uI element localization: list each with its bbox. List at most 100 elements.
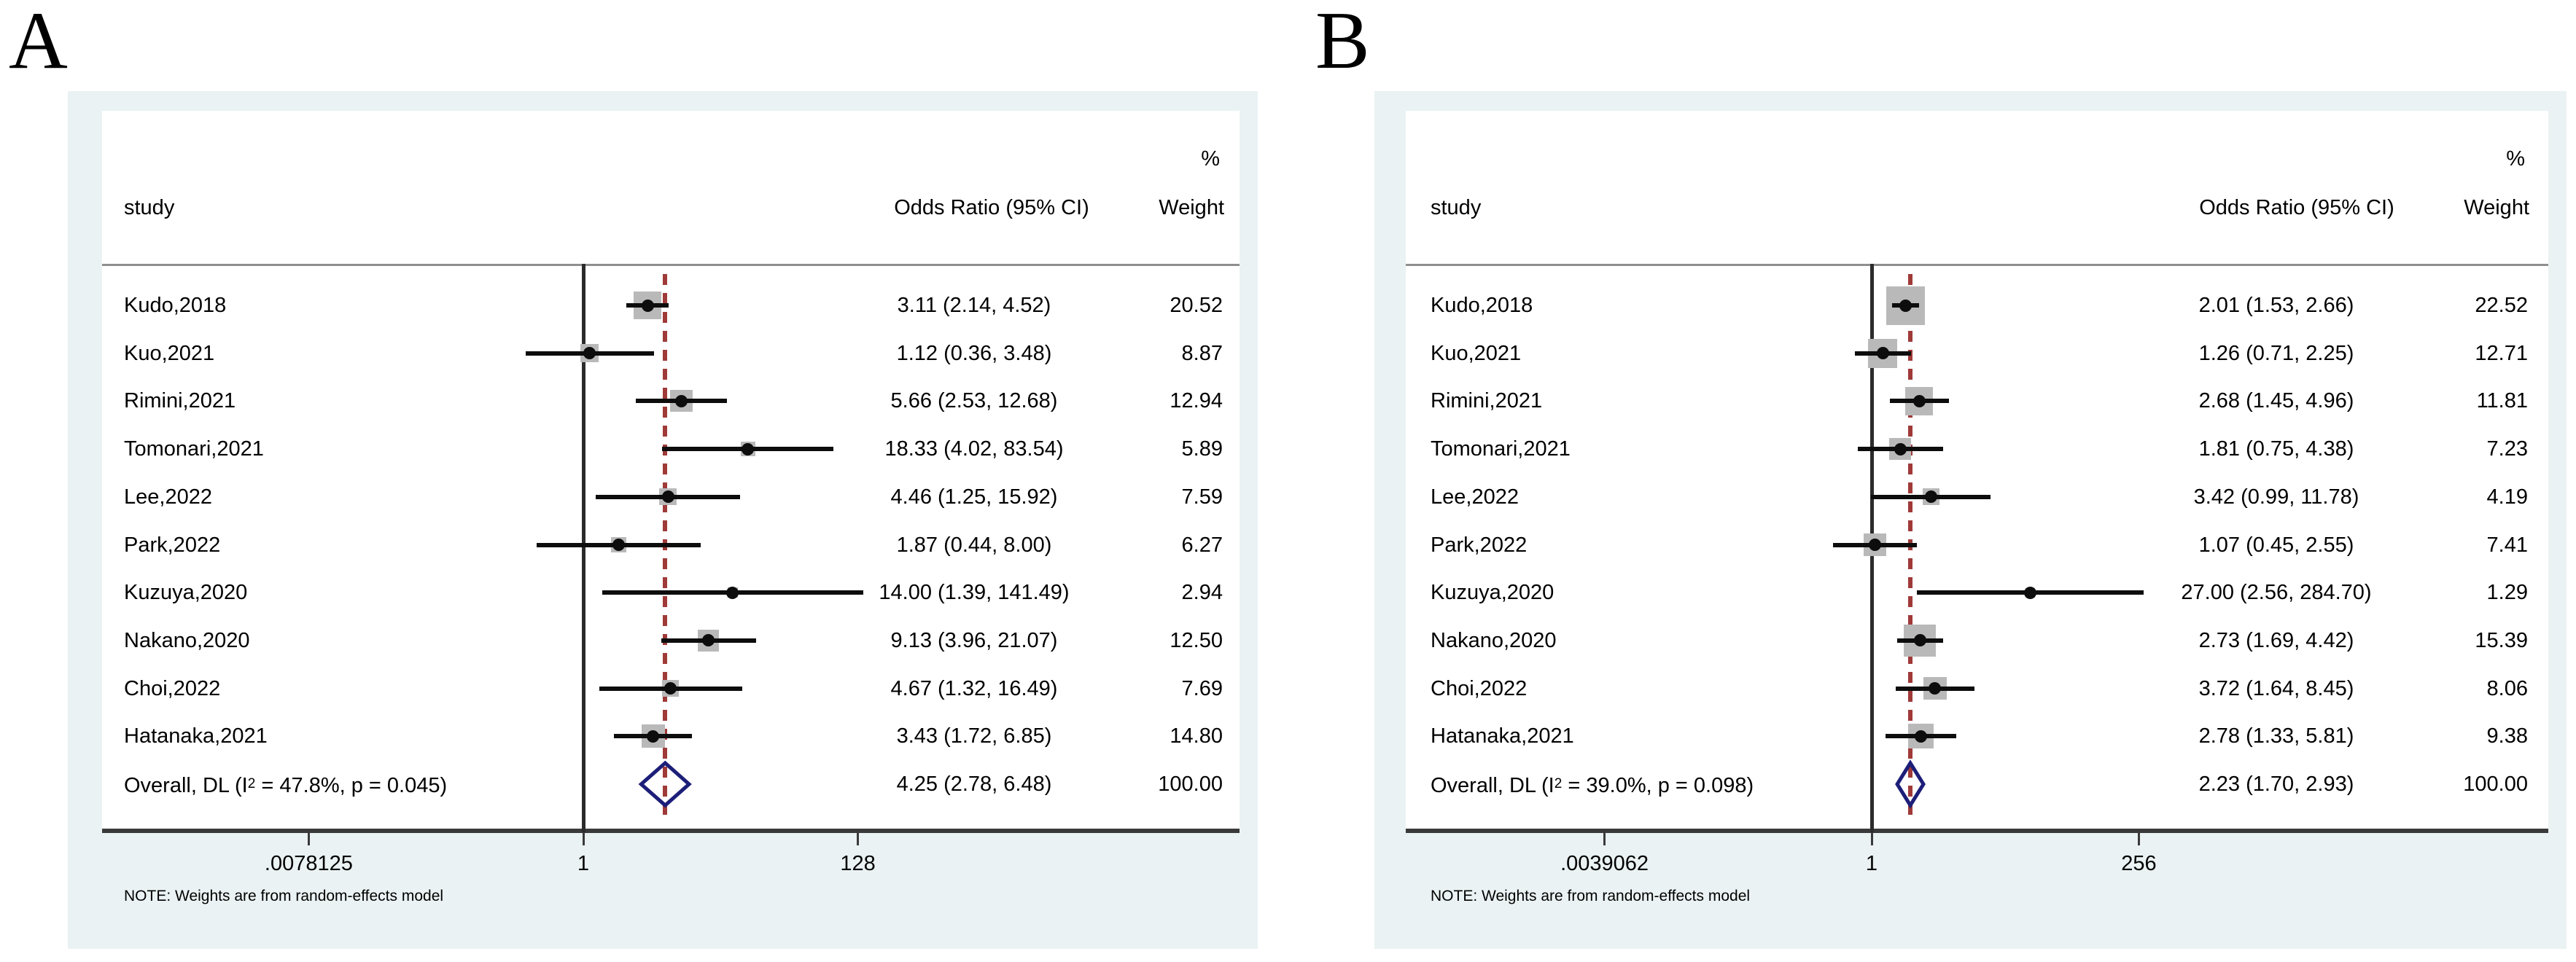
point-estimate-marker [675,394,688,407]
study-label: Hatanaka,2021 [1431,724,1574,748]
or-ci-value: 3.42 (0.99, 11.78) [2193,485,2359,509]
study-label: Lee,2022 [124,485,212,509]
x-axis-tick-label: 128 [840,852,876,875]
study-label: Kudo,2018 [124,294,227,317]
study-label: Choi,2022 [124,676,221,700]
panel-b-plot-area [1406,111,2548,829]
random-effects-note: NOTE: Weights are from random-effects mo… [124,888,444,904]
or-ci-value: 9.13 (3.96, 21.07) [890,628,1058,652]
study-label: Choi,2022 [1431,676,1528,700]
weight-value: 7.69 [1181,676,1223,700]
or-ci-value: 14.00 (1.39, 141.49) [879,581,1070,605]
x-axis-tick [1870,832,1873,845]
study-label: Hatanaka,2021 [124,724,268,748]
x-axis-tick [857,832,860,845]
or-ci-value: 2.68 (1.45, 4.96) [2198,389,2354,413]
weight-value: 14.80 [1170,724,1223,748]
weight-value: 8.87 [1181,341,1223,365]
column-header-or-ci: Odds Ratio (95% CI) [2199,196,2394,219]
point-estimate-marker [1876,347,1889,360]
null-effect-line [582,264,585,833]
study-label: Rimini,2021 [124,389,236,413]
weight-value: 12.94 [1170,389,1223,413]
point-estimate-marker [661,490,674,504]
or-ci-value: 1.81 (0.75, 4.38) [2198,437,2354,461]
overall-label-superscript: 2 [1554,776,1563,791]
point-estimate-marker [612,539,626,551]
study-label: Kuo,2021 [1431,341,1522,365]
or-ci-value: 1.12 (0.36, 3.48) [896,341,1052,365]
panel-a-plot-area [102,111,1240,829]
x-axis-tick-label: 256 [2121,852,2157,875]
or-ci-value: 1.26 (0.71, 2.25) [2198,341,2354,365]
overall-label: Overall, DL (I2 = 39.0%, p = 0.098) [1431,774,1754,797]
column-header-or-ci: Odds Ratio (95% CI) [894,196,1089,219]
weight-value: 2.94 [1181,581,1223,605]
random-effects-note: NOTE: Weights are from random-effects mo… [1431,888,1751,904]
weight-value: 15.39 [2475,628,2528,652]
weight-value: 22.52 [2475,294,2528,317]
column-header-weight: Weight [2464,196,2529,219]
point-estimate-marker [1868,539,1881,551]
weight-value: 1.29 [2486,581,2528,605]
point-estimate-marker [702,634,715,647]
study-label: Kuzuya,2020 [124,581,248,605]
point-estimate-marker [726,586,739,599]
or-ci-value: 1.87 (0.44, 8.00) [896,533,1052,557]
panel-b-letter: B [1315,0,1370,86]
weight-value: 7.59 [1181,485,1223,509]
or-ci-value: 2.78 (1.33, 5.81) [2198,724,2354,748]
study-label: Nakano,2020 [1431,628,1557,652]
or-ci-value: 3.43 (1.72, 6.85) [896,724,1052,748]
or-ci-value: 1.07 (0.45, 2.55) [2198,533,2354,557]
panel-a-letter: A [9,0,68,86]
weight-value: 8.06 [2486,676,2528,700]
x-axis-line [1406,829,2548,833]
point-estimate-marker [1894,442,1907,455]
x-axis-tick [582,832,585,845]
x-axis-tick-label: 1 [577,852,590,875]
point-estimate-marker [1915,730,1928,743]
column-header-study: study [124,196,175,219]
study-label: Tomonari,2021 [124,437,264,461]
or-ci-value: 18.33 (4.02, 83.54) [884,437,1064,461]
or-ci-value: 3.72 (1.64, 8.45) [2198,676,2354,700]
study-label: Rimini,2021 [1431,389,1543,413]
study-label: Lee,2022 [1431,485,1519,509]
or-ci-value: 5.66 (2.53, 12.68) [890,389,1058,413]
point-estimate-marker [742,442,755,455]
x-axis-tick [307,832,310,845]
x-axis-tick-label: .0039062 [1560,852,1649,875]
or-ci-value: 27.00 (2.56, 284.70) [2181,581,2372,605]
weight-value: 12.50 [1170,628,1223,652]
x-axis-tick [2137,832,2140,845]
overall-weight-value: 100.00 [2463,773,2528,796]
point-estimate-marker [2024,586,2037,599]
or-ci-value: 2.73 (1.69, 4.42) [2198,628,2354,652]
weight-value: 5.89 [1181,437,1223,461]
or-ci-value: 4.67 (1.32, 16.49) [890,676,1058,700]
x-axis-tick-label: .0078125 [264,852,353,875]
overall-label: Overall, DL (I2 = 47.8%, p = 0.045) [124,774,448,797]
point-estimate-marker [1913,634,1926,647]
x-axis-tick [1603,832,1606,845]
column-header-study: study [1431,196,1482,219]
point-estimate-marker [1924,490,1937,504]
overall-weight-value: 100.00 [1158,773,1223,796]
weight-value: 9.38 [2486,724,2528,748]
column-header-weight: Weight [1159,196,1224,219]
study-label: Nakano,2020 [124,628,250,652]
weight-value: 7.23 [2486,437,2528,461]
point-estimate-marker [1912,394,1926,407]
point-estimate-marker [641,299,654,312]
point-estimate-marker [583,347,596,360]
column-header-percent: % [2506,147,2525,171]
header-separator-rule [1406,264,2548,266]
point-estimate-marker [647,730,660,743]
x-axis-line [102,829,1240,833]
study-label: Kuzuya,2020 [1431,581,1554,605]
or-ci-value: 2.01 (1.53, 2.66) [2198,294,2354,317]
study-label: Kudo,2018 [1431,294,1533,317]
overall-or-ci-value: 4.25 (2.78, 6.48) [896,773,1052,796]
